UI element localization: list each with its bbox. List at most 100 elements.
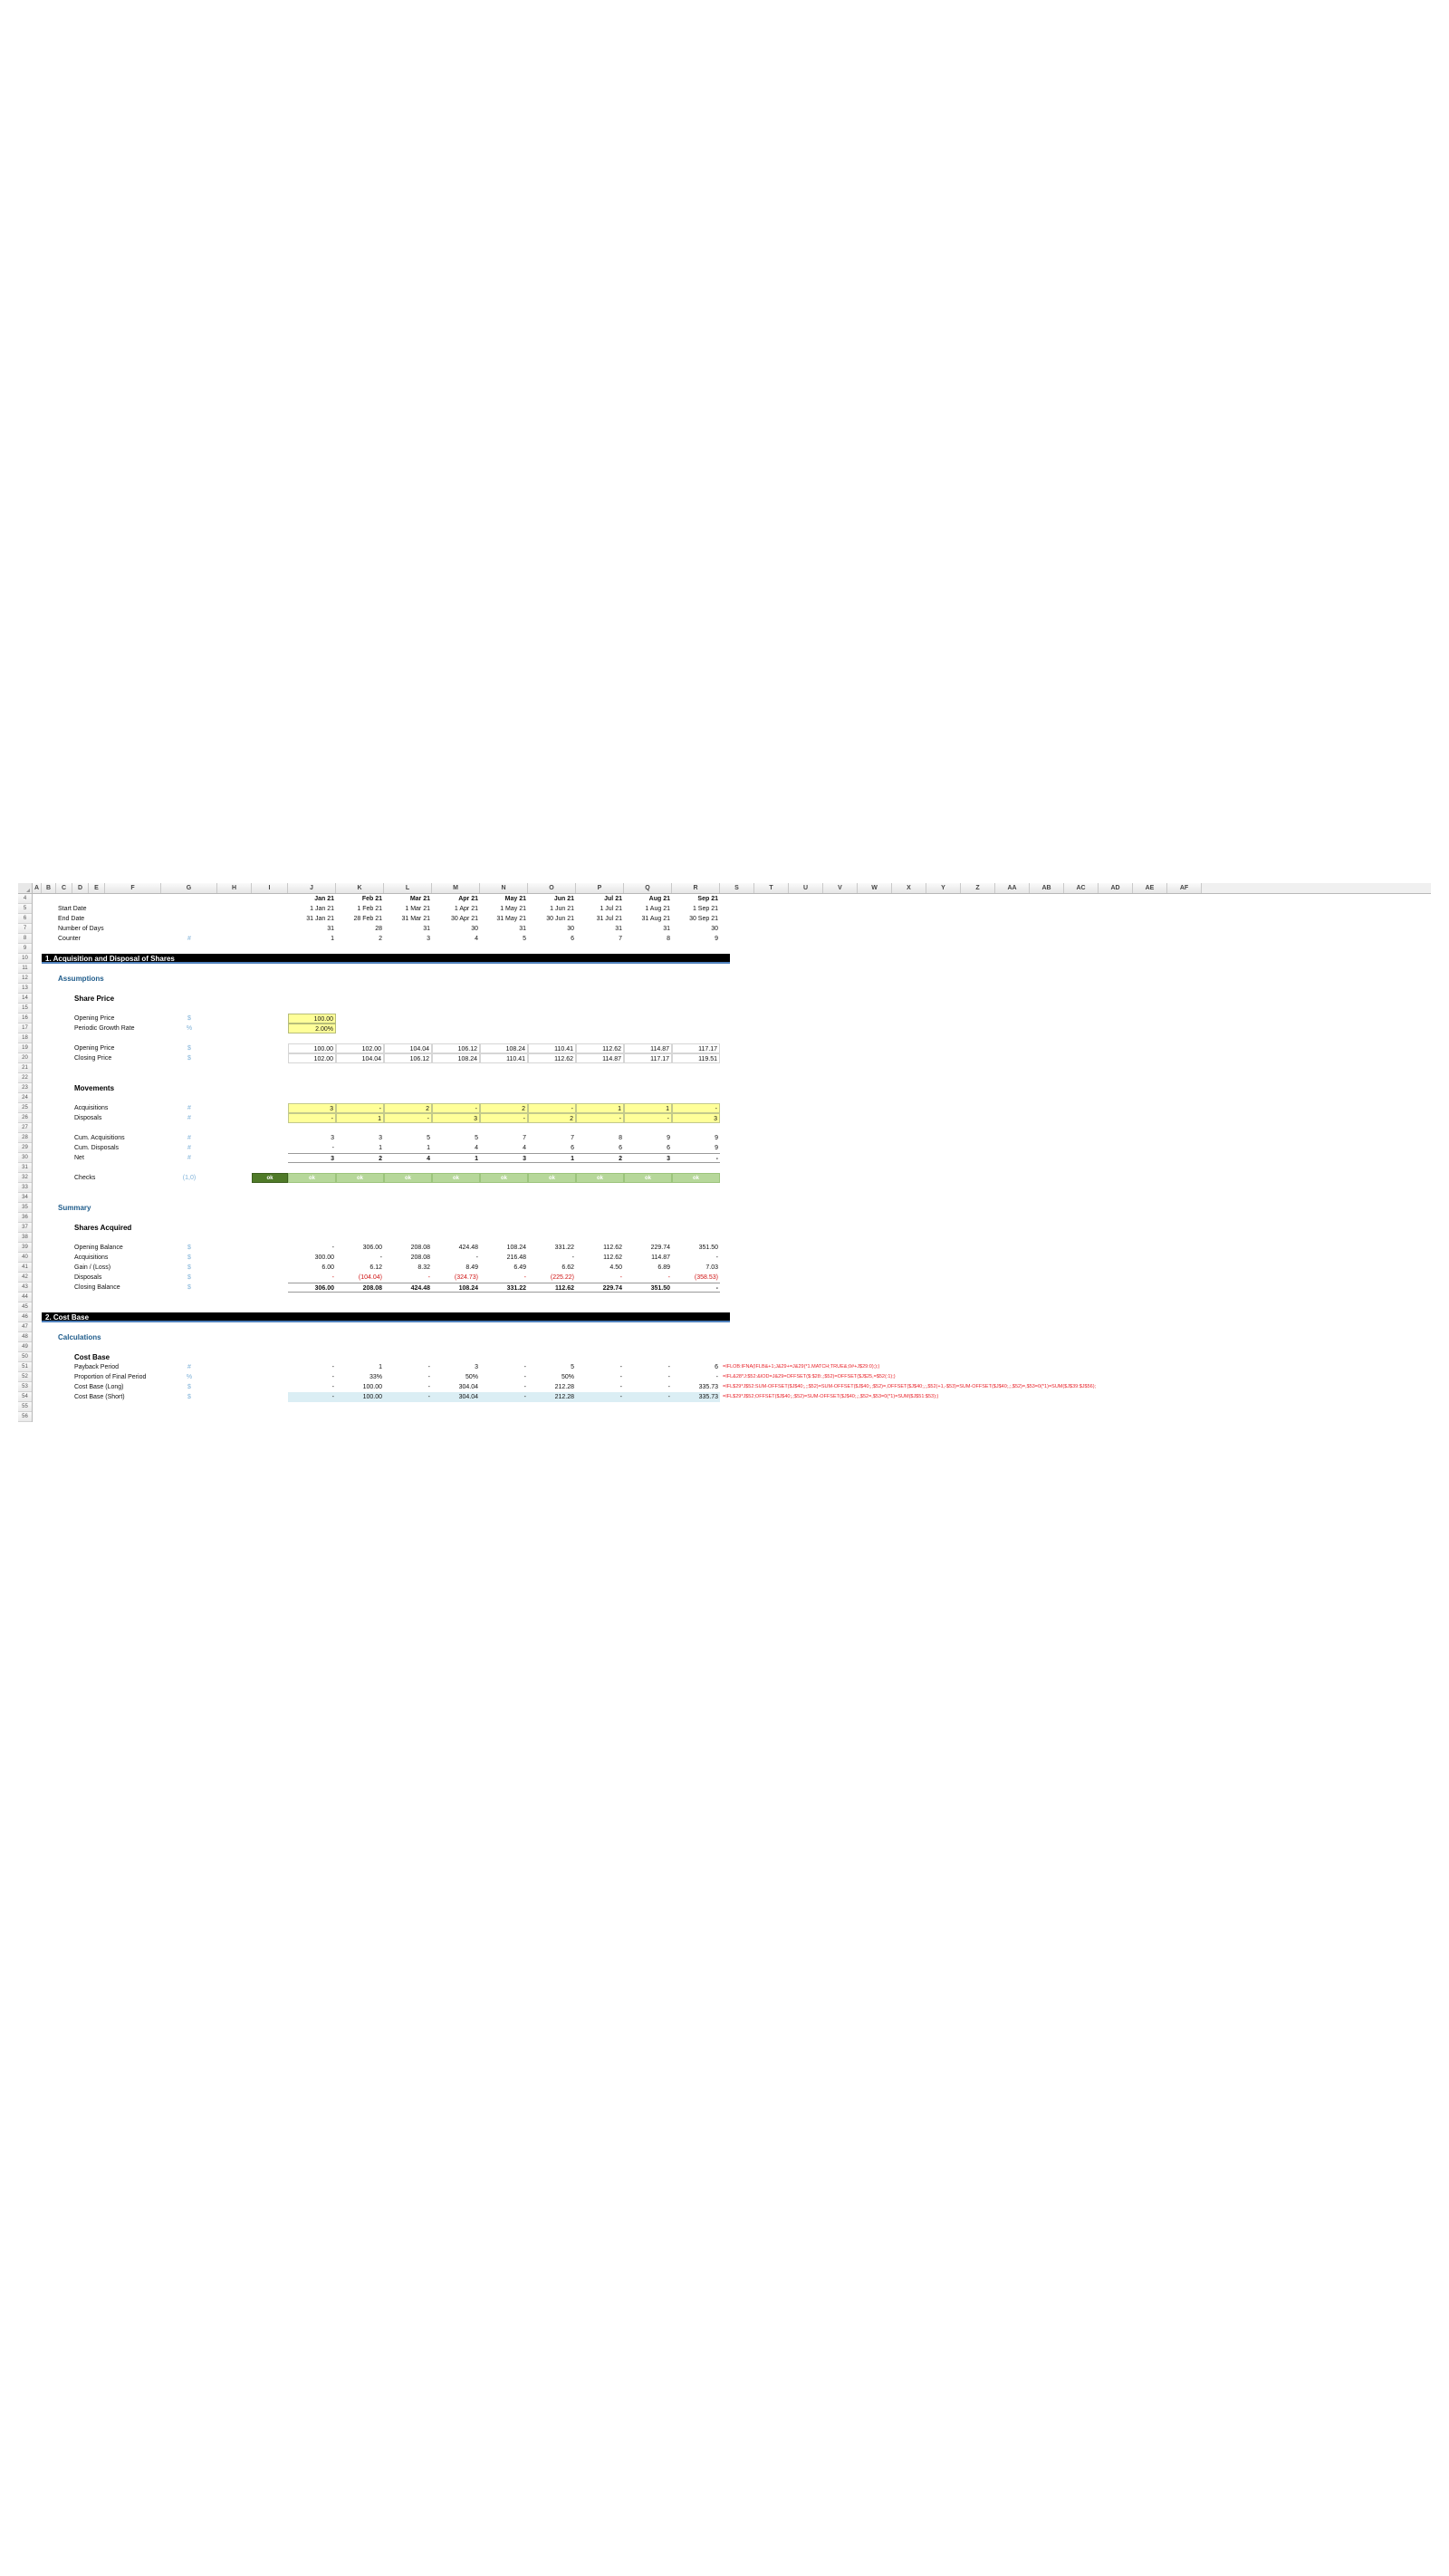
row-number[interactable]: 8 <box>18 934 32 944</box>
row-number[interactable]: 49 <box>18 1342 32 1352</box>
row-number[interactable]: 48 <box>18 1332 32 1342</box>
row-number[interactable]: 29 <box>18 1143 32 1153</box>
row-number[interactable]: 53 <box>18 1382 32 1392</box>
row-number[interactable]: 47 <box>18 1322 32 1332</box>
row-number[interactable]: 37 <box>18 1223 32 1233</box>
row-number[interactable]: 30 <box>18 1153 32 1163</box>
row-number[interactable]: 50 <box>18 1352 32 1362</box>
row-number[interactable]: 4 <box>18 894 32 904</box>
movement-input-cell[interactable]: 1 <box>336 1113 384 1123</box>
movement-input-cell[interactable]: - <box>432 1103 480 1113</box>
assumption-input-cell[interactable]: 100.00 <box>288 1014 336 1024</box>
row-number[interactable]: 42 <box>18 1273 32 1283</box>
movement-input-cell[interactable]: 3 <box>432 1113 480 1123</box>
row-number[interactable]: 22 <box>18 1073 32 1083</box>
row-number[interactable]: 6 <box>18 914 32 924</box>
row-number[interactable]: 28 <box>18 1133 32 1143</box>
row-number[interactable]: 18 <box>18 1033 32 1043</box>
row-number[interactable]: 43 <box>18 1283 32 1293</box>
row-number[interactable]: 55 <box>18 1402 32 1412</box>
row-number[interactable]: 27 <box>18 1123 32 1133</box>
column-header-M[interactable]: M <box>432 883 480 893</box>
column-header-AD[interactable]: AD <box>1099 883 1133 893</box>
column-header-C[interactable]: C <box>56 883 72 893</box>
row-number[interactable]: 39 <box>18 1243 32 1253</box>
column-header-E[interactable]: E <box>89 883 105 893</box>
movement-input-cell[interactable]: - <box>624 1113 672 1123</box>
movement-input-cell[interactable]: 2 <box>384 1103 432 1113</box>
column-header-Y[interactable]: Y <box>926 883 961 893</box>
column-header-B[interactable]: B <box>42 883 56 893</box>
column-header-Q[interactable]: Q <box>624 883 672 893</box>
column-header-row[interactable]: A B C D E F G H I J K L M N O P Q R S T … <box>18 883 1431 894</box>
column-header-H[interactable]: H <box>217 883 252 893</box>
column-header-U[interactable]: U <box>789 883 823 893</box>
cell-grid[interactable]: Jan 21 Feb 21 Mar 21 Apr 21 May 21 Jun 2… <box>33 894 1431 1422</box>
column-header-T[interactable]: T <box>754 883 789 893</box>
row-number[interactable]: 36 <box>18 1213 32 1223</box>
row-number[interactable]: 24 <box>18 1093 32 1103</box>
column-header-R[interactable]: R <box>672 883 720 893</box>
column-header-O[interactable]: O <box>528 883 576 893</box>
movement-input-cell[interactable]: - <box>288 1113 336 1123</box>
movement-input-cell[interactable]: 3 <box>288 1103 336 1113</box>
row-number[interactable]: 10 <box>18 954 32 964</box>
row-number[interactable]: 54 <box>18 1392 32 1402</box>
row-number[interactable]: 35 <box>18 1203 32 1213</box>
row-number[interactable]: 56 <box>18 1412 32 1422</box>
row-number[interactable]: 33 <box>18 1183 32 1193</box>
movement-input-cell[interactable]: - <box>672 1103 720 1113</box>
column-header-I[interactable]: I <box>252 883 288 893</box>
row-number[interactable]: 51 <box>18 1362 32 1372</box>
row-number[interactable]: 16 <box>18 1014 32 1024</box>
movement-input-cell[interactable]: 2 <box>528 1113 576 1123</box>
column-header-F[interactable]: F <box>105 883 161 893</box>
row-number[interactable]: 46 <box>18 1312 32 1322</box>
row-number[interactable]: 11 <box>18 964 32 974</box>
movement-input-cell[interactable]: 1 <box>576 1103 624 1113</box>
row-number[interactable]: 13 <box>18 984 32 994</box>
row-number[interactable]: 32 <box>18 1173 32 1183</box>
column-header-P[interactable]: P <box>576 883 624 893</box>
row-number[interactable]: 20 <box>18 1053 32 1063</box>
column-header-L[interactable]: L <box>384 883 432 893</box>
row-number[interactable]: 34 <box>18 1193 32 1203</box>
row-number[interactable]: 5 <box>18 904 32 914</box>
row-number[interactable]: 26 <box>18 1113 32 1123</box>
row-number[interactable]: 9 <box>18 944 32 954</box>
row-number[interactable]: 23 <box>18 1083 32 1093</box>
row-number[interactable]: 31 <box>18 1163 32 1173</box>
column-header-V[interactable]: V <box>823 883 858 893</box>
movement-input-cell[interactable]: - <box>336 1103 384 1113</box>
column-header-AC[interactable]: AC <box>1064 883 1099 893</box>
row-number[interactable]: 12 <box>18 974 32 984</box>
row-number[interactable]: 7 <box>18 924 32 934</box>
select-all-corner[interactable] <box>18 883 33 893</box>
movement-input-cell[interactable]: - <box>384 1113 432 1123</box>
movement-input-cell[interactable]: - <box>576 1113 624 1123</box>
sheet-viewport[interactable]: A B C D E F G H I J K L M N O P Q R S T … <box>18 883 1431 1553</box>
row-number[interactable]: 15 <box>18 1004 32 1014</box>
column-header-AE[interactable]: AE <box>1133 883 1167 893</box>
row-number[interactable]: 21 <box>18 1063 32 1073</box>
movements-input-table[interactable]: Acquisitions #3-2-2-1 1- Disposals # -1-3-2- -… <box>33 1103 1431 1123</box>
column-header-K[interactable]: K <box>336 883 384 893</box>
column-header-AB[interactable]: AB <box>1030 883 1064 893</box>
column-header-N[interactable]: N <box>480 883 528 893</box>
column-header-AF[interactable]: AF <box>1167 883 1202 893</box>
movement-input-cell[interactable]: - <box>528 1103 576 1113</box>
column-header-J[interactable]: J <box>288 883 336 893</box>
column-header-D[interactable]: D <box>72 883 89 893</box>
share-price-inputs[interactable]: Opening Price $100.00 Periodic Growth Rate… <box>33 1014 1431 1033</box>
movement-input-cell[interactable]: 3 <box>672 1113 720 1123</box>
movement-input-cell[interactable]: - <box>480 1113 528 1123</box>
row-number[interactable]: 40 <box>18 1253 32 1263</box>
row-number[interactable]: 52 <box>18 1372 32 1382</box>
column-header-G[interactable]: G <box>161 883 217 893</box>
row-number[interactable]: 41 <box>18 1263 32 1273</box>
column-header-W[interactable]: W <box>858 883 892 893</box>
row-number[interactable]: 19 <box>18 1043 32 1053</box>
row-number[interactable]: 38 <box>18 1233 32 1243</box>
row-number[interactable]: 14 <box>18 994 32 1004</box>
row-number-gutter[interactable]: 4 5 6 7 8 9 10 11 12 13 14 15 16 17 18 19 20 21 22 23 24 25 26… <box>18 894 33 1422</box>
